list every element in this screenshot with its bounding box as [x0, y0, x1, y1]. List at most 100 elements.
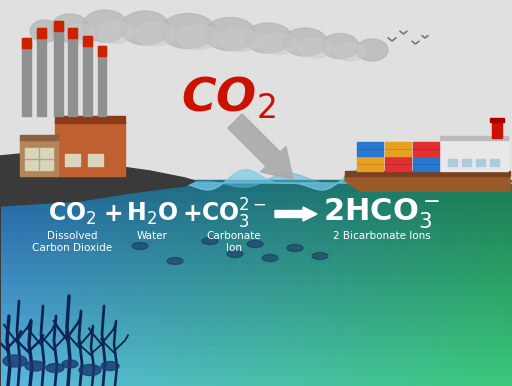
Bar — [71, 242, 78, 253]
Bar — [173, 180, 180, 191]
Bar — [352, 252, 359, 263]
Bar — [77, 180, 84, 191]
Bar — [109, 323, 116, 335]
Bar — [307, 293, 314, 304]
Bar — [410, 344, 417, 355]
Bar — [179, 252, 186, 263]
Bar — [371, 303, 378, 314]
Bar — [211, 221, 219, 232]
Bar — [493, 375, 500, 386]
Bar — [32, 313, 39, 325]
Bar — [237, 231, 244, 242]
Bar — [109, 252, 116, 263]
Bar — [115, 344, 122, 355]
Bar — [0, 231, 7, 242]
Bar — [307, 231, 314, 242]
Bar — [90, 200, 97, 212]
Bar — [179, 303, 186, 314]
Bar — [339, 354, 347, 366]
Bar — [134, 221, 142, 232]
Bar — [13, 334, 20, 345]
Bar — [154, 262, 161, 273]
Bar — [45, 283, 52, 294]
Bar — [90, 303, 97, 314]
Bar — [83, 272, 91, 283]
Bar — [390, 190, 398, 201]
Bar — [122, 375, 129, 386]
Bar — [20, 135, 58, 140]
Bar — [57, 364, 65, 376]
Bar — [154, 252, 161, 263]
Bar — [333, 231, 340, 242]
Bar — [346, 313, 353, 325]
Bar — [57, 180, 65, 191]
Text: +: + — [103, 202, 123, 226]
Bar — [410, 364, 417, 376]
Bar — [179, 283, 186, 294]
Bar — [448, 200, 455, 212]
Bar — [141, 303, 148, 314]
Bar — [365, 252, 372, 263]
Bar — [486, 283, 494, 294]
Ellipse shape — [287, 244, 303, 252]
Bar — [45, 344, 52, 355]
Bar — [141, 313, 148, 325]
Bar — [365, 293, 372, 304]
Bar — [282, 242, 289, 253]
Bar — [26, 354, 33, 366]
Bar — [294, 200, 302, 212]
Bar — [486, 334, 494, 345]
Bar — [455, 211, 462, 222]
Bar — [294, 364, 302, 376]
Bar — [339, 293, 347, 304]
Bar — [237, 200, 244, 212]
Bar — [493, 180, 500, 191]
Bar — [288, 375, 295, 386]
Bar — [19, 303, 27, 314]
Bar — [301, 231, 308, 242]
Bar — [435, 180, 442, 191]
Bar — [269, 375, 276, 386]
Bar — [333, 252, 340, 263]
Bar — [109, 313, 116, 325]
Bar — [141, 334, 148, 345]
Bar — [506, 262, 512, 273]
Bar — [275, 221, 283, 232]
Bar — [122, 313, 129, 325]
Bar — [19, 180, 27, 191]
Bar — [71, 375, 78, 386]
Bar — [77, 252, 84, 263]
Bar — [141, 272, 148, 283]
Bar — [486, 293, 494, 304]
Bar — [327, 242, 334, 253]
Bar — [211, 303, 219, 314]
Bar — [352, 272, 359, 283]
Bar — [435, 313, 442, 325]
Bar — [455, 283, 462, 294]
Bar — [199, 180, 206, 191]
Bar — [313, 272, 321, 283]
Bar — [327, 211, 334, 222]
Bar — [0, 375, 7, 386]
Bar — [333, 262, 340, 273]
Bar — [160, 334, 167, 345]
Bar — [211, 231, 219, 242]
Bar — [269, 354, 276, 366]
Bar — [352, 344, 359, 355]
Bar — [109, 211, 116, 222]
Bar — [441, 364, 449, 376]
Bar — [506, 375, 512, 386]
Bar — [390, 242, 398, 253]
Bar — [294, 375, 302, 386]
Bar — [141, 200, 148, 212]
Bar — [218, 242, 225, 253]
Bar — [416, 323, 423, 335]
Bar — [13, 323, 20, 335]
Bar — [45, 190, 52, 201]
Bar — [441, 375, 449, 386]
Bar — [185, 375, 193, 386]
Bar — [416, 334, 423, 345]
Bar — [339, 211, 347, 222]
Bar — [128, 252, 135, 263]
Bar — [57, 354, 65, 366]
